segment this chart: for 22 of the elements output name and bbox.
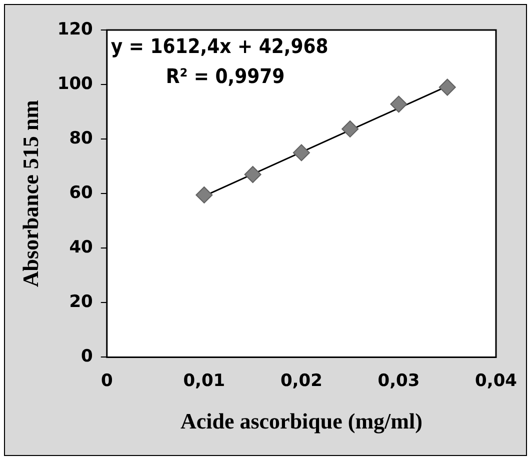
point xyxy=(390,96,408,113)
annotation: R² = 0,9979 xyxy=(166,64,285,88)
y-axis-title: Absorbance 515 nm xyxy=(18,100,43,288)
point xyxy=(342,120,359,138)
y-tick-label: 40 xyxy=(69,238,94,258)
point xyxy=(292,144,310,162)
y-tick-label: 20 xyxy=(69,292,94,312)
y-tick-label: 120 xyxy=(57,19,94,40)
point xyxy=(196,186,213,204)
x-tick-label: 0,02 xyxy=(280,370,322,391)
point xyxy=(438,78,456,96)
x-tick-label: 0,01 xyxy=(183,370,226,391)
y-tick-label: 60 xyxy=(69,183,94,204)
y-tick-label: 100 xyxy=(57,74,94,94)
x-tick-label: 0,04 xyxy=(475,370,518,391)
y-tick-label: 80 xyxy=(69,128,94,148)
x-axis-title: Acide ascorbique (mg/ml) xyxy=(180,408,422,434)
y-tick-label: 0 xyxy=(81,346,94,367)
x-tick-label: 0,03 xyxy=(378,370,420,391)
x-tick-label: 0 xyxy=(100,370,113,391)
annotation: y = 1612,4x + 42,968 xyxy=(110,34,328,58)
point xyxy=(244,166,262,184)
